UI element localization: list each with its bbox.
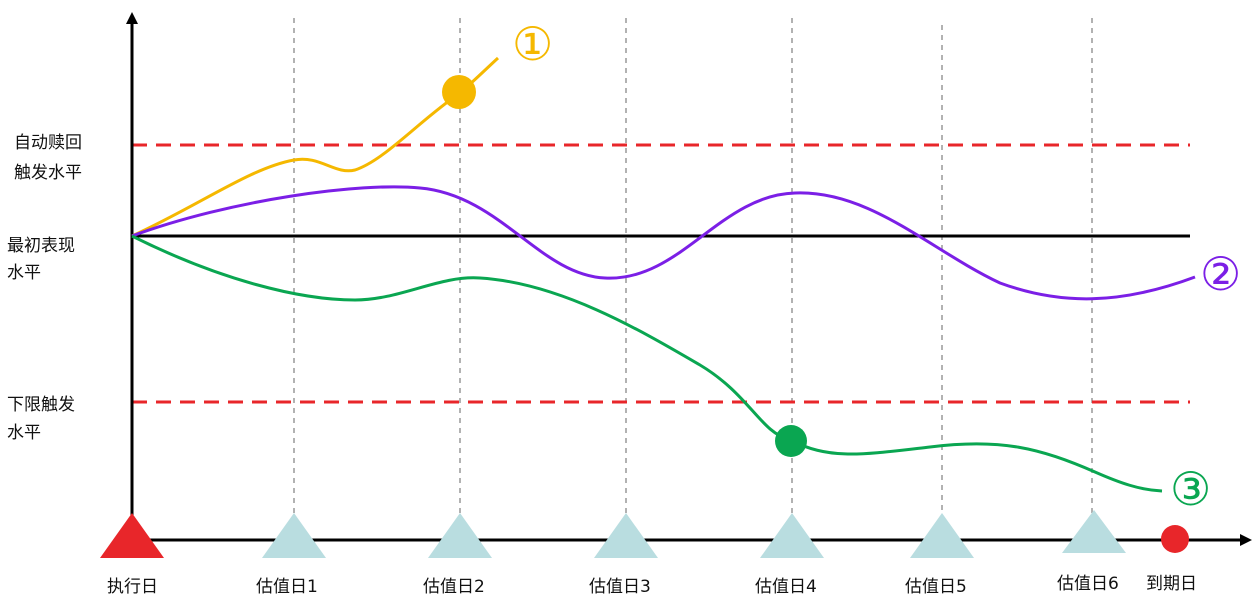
knockin-label-line-1: 下限触发 xyxy=(7,395,75,415)
execution-date-triangle xyxy=(100,513,164,558)
valuation-date-label-1: 估值日1 xyxy=(256,577,318,597)
valuation-date-label-2: 估值日2 xyxy=(423,577,485,597)
path-2-marker: ② xyxy=(1200,247,1241,301)
valuation-triangle-6 xyxy=(1062,510,1126,553)
valuation-date-label-3: 估值日3 xyxy=(589,577,651,597)
valuation-date-label-4: 估值日4 xyxy=(755,577,817,597)
knockin-label-line-2: 水平 xyxy=(7,423,41,443)
path-3-marker: ③ xyxy=(1170,462,1211,516)
valuation-date-label-6: 估值日6 xyxy=(1057,574,1119,594)
autocall-label-line-1: 自动赎回 xyxy=(14,133,82,153)
maturity-dot xyxy=(1161,525,1189,553)
valuation-triangle-1 xyxy=(262,513,326,558)
path-2-line xyxy=(131,185,1196,301)
path-1-marker: ① xyxy=(512,17,553,71)
path-1-dot xyxy=(442,75,476,109)
initial-label-line-1: 最初表现 xyxy=(7,236,75,256)
path-3-dot xyxy=(775,425,807,457)
valuation-triangle-3 xyxy=(594,513,658,558)
valuation-triangle-2 xyxy=(428,513,492,558)
initial-label-line-2: 水平 xyxy=(7,263,41,283)
execution-date-label: 执行日 xyxy=(107,577,158,597)
valuation-triangle-4 xyxy=(760,513,824,558)
autocall-label-line-2: 触发水平 xyxy=(14,163,82,183)
path-3-line xyxy=(131,234,1163,493)
valuation-date-label-5: 估值日5 xyxy=(905,577,967,597)
path-1-line xyxy=(131,56,500,238)
valuation-triangle-5 xyxy=(910,513,974,558)
maturity-date-label: 到期日 xyxy=(1146,574,1197,594)
